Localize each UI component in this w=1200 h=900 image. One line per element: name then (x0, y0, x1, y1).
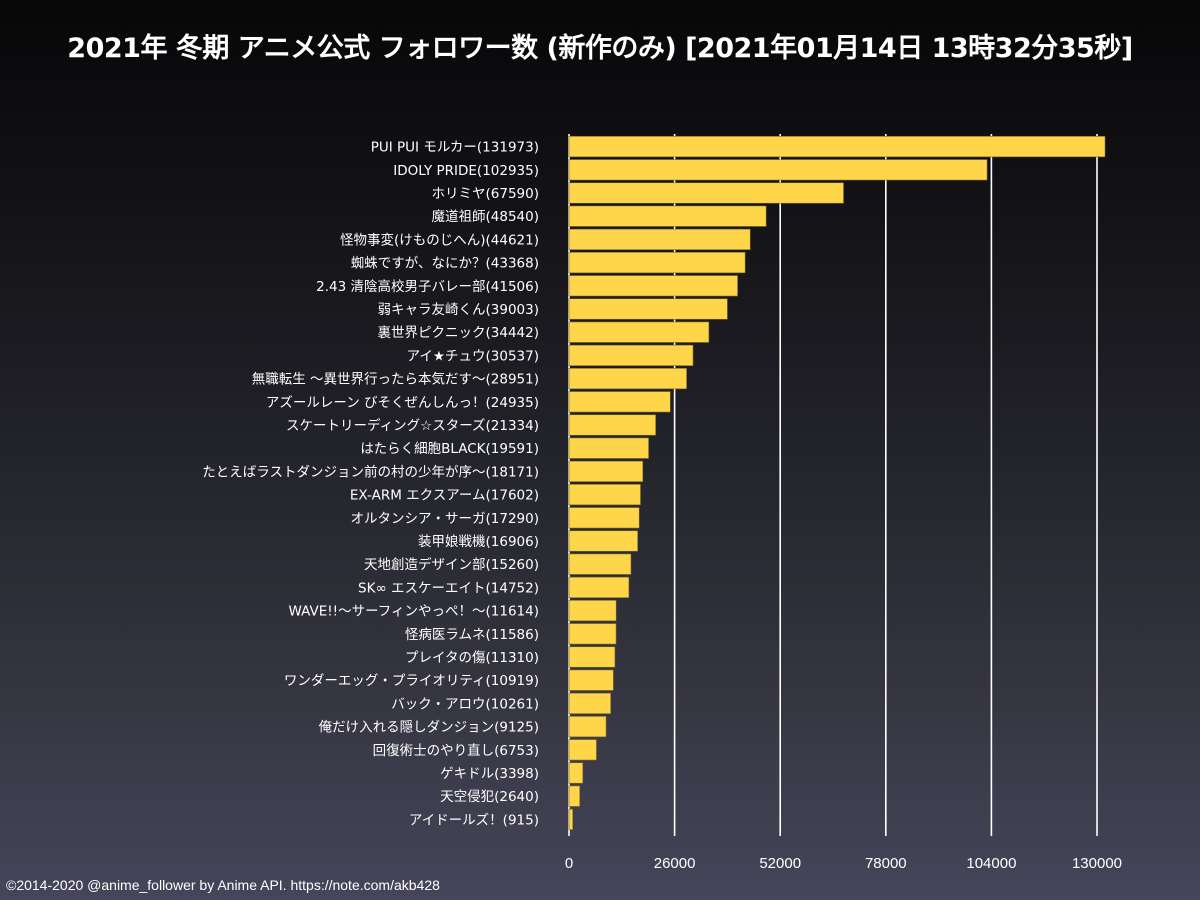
category-label: 怪物事変(けものじへん)(44621) (340, 231, 539, 248)
category-label: アイドールズ！(915) (409, 812, 539, 828)
category-label: ワンダーエッグ・プライオリティ(10919) (284, 673, 539, 689)
category-label: 弱キャラ友崎くん(39003) (378, 302, 539, 318)
bar (568, 298, 728, 320)
bar (568, 785, 581, 807)
x-tick-label: 0 (565, 855, 573, 872)
chart-title: 2021年 冬期 アニメ公式 フォロワー数 (新作のみ) [2021年01月14… (67, 33, 1133, 64)
bar (568, 692, 611, 714)
x-tick-labels: 0 26000 52000 78000 104000 130000 (565, 855, 1122, 872)
category-label: ホリミヤ(67590) (432, 186, 539, 202)
category-label: 無職転生 ～異世界行ったら本気だす～(28951) (252, 372, 539, 388)
bar (568, 576, 630, 598)
category-label: スケートリーディング☆スターズ(21334) (286, 417, 539, 434)
category-labels: PUI PUI モルカー(131973) IDOLY PRIDE(102935) ホ… (202, 140, 539, 829)
bar (568, 762, 584, 784)
bar (568, 182, 844, 204)
bar (568, 460, 644, 482)
bar (568, 808, 574, 830)
bar (568, 484, 641, 506)
category-label: 回復術士のやり直し(6753) (373, 742, 539, 759)
footer-credit: ©2014-2020 @anime_follower by Anime API.… (6, 877, 440, 893)
bar (568, 437, 649, 459)
category-label: アズールレーン びそくぜんしんっ！(24935) (266, 395, 539, 411)
category-label: 天地創造デザイン部(15260) (364, 556, 539, 573)
bar (568, 344, 694, 366)
bar (568, 414, 656, 436)
category-label: 天空侵犯(2640) (440, 788, 539, 805)
category-label: たとえばラストダンジョン前の村の少年が序～(18171) (202, 463, 539, 480)
bar (568, 228, 751, 250)
x-tick-label: 52000 (759, 855, 801, 872)
category-label: はたらく細胞BLACK(19591) (360, 441, 539, 457)
x-tick-label: 78000 (865, 855, 907, 872)
bar (568, 136, 1106, 158)
category-label: アイ★チュウ(30537) (407, 348, 539, 364)
category-label: 怪病医ラムネ(11586) (405, 627, 539, 643)
category-label: 裏世界ピクニック(34442) (378, 325, 539, 341)
category-label: EX-ARM エクスアーム(17602) (350, 488, 539, 504)
category-label: オルタンシア・サーガ(17290) (351, 511, 539, 527)
category-label: PUI PUI モルカー(131973) (371, 140, 539, 156)
bar (568, 646, 616, 668)
category-label: 装甲娘戦機(16906) (418, 534, 539, 550)
bar (568, 530, 638, 552)
bar (568, 159, 988, 181)
category-label: バック・アロウ(10261) (391, 696, 539, 712)
bar (568, 321, 710, 343)
category-label: 蜘蛛ですが、なにか？(43368) (351, 256, 539, 272)
category-label: 2.43 清陰高校男子バレー部(41506) (316, 278, 539, 295)
bar (568, 205, 767, 227)
bar (568, 623, 617, 645)
bar (568, 391, 671, 413)
x-tick-label: 104000 (966, 855, 1016, 872)
category-label: プレイタの傷(11310) (405, 650, 539, 666)
category-label: 俺だけ入れる隠しダンジョン(9125) (319, 720, 539, 736)
bar (568, 553, 632, 575)
bars (568, 136, 1106, 830)
bar (568, 716, 607, 738)
bar (568, 739, 597, 761)
x-tick-label: 130000 (1072, 855, 1122, 872)
bar (568, 669, 614, 691)
category-label: SK∞ エスケーエイト(14752) (358, 580, 539, 596)
bar (568, 252, 746, 274)
bar (568, 600, 617, 622)
category-label: IDOLY PRIDE(102935) (393, 163, 539, 179)
bar (568, 368, 687, 390)
bar (568, 275, 738, 297)
category-label: 魔道祖師(48540) (432, 209, 539, 225)
gridlines (568, 134, 1098, 836)
x-tick-label: 26000 (654, 855, 696, 872)
category-label: WAVE!!～サーフィンやっぺ！～(11614) (289, 604, 539, 620)
category-label: ゲキドル(3398) (440, 766, 539, 782)
bar (568, 507, 640, 529)
